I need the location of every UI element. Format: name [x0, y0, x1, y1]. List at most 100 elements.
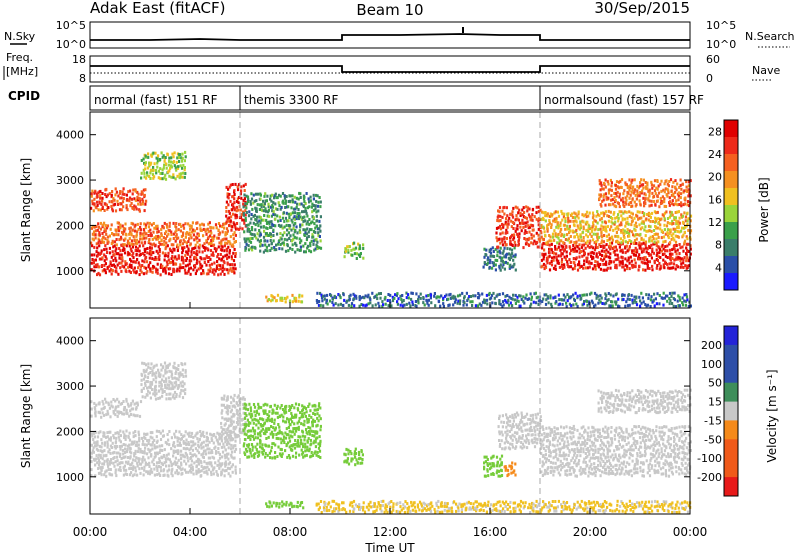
power-cell — [542, 241, 545, 245]
velocity-cell — [246, 429, 249, 433]
power-cell — [661, 253, 664, 256]
power-cell — [567, 216, 570, 220]
power-cell — [124, 237, 127, 241]
velocity-cell — [144, 395, 147, 399]
power-cell — [90, 194, 93, 198]
power-cell — [132, 235, 135, 239]
velocity-cell — [194, 434, 197, 438]
velocity-cell — [247, 443, 251, 447]
velocity-cell — [148, 461, 151, 465]
velocity-cell — [100, 438, 103, 442]
power-cell — [588, 245, 591, 249]
power-cell — [569, 235, 572, 238]
power-cell — [233, 222, 236, 226]
power-cell — [668, 262, 671, 266]
power-cell — [369, 301, 372, 305]
velocity-cell — [196, 431, 199, 435]
power-cell — [614, 302, 617, 306]
power-cell — [655, 186, 658, 190]
power-cell — [600, 183, 603, 187]
velocity-cell — [105, 453, 108, 457]
power-cell — [578, 251, 581, 255]
power-cell — [205, 239, 208, 243]
power-cell — [194, 246, 197, 250]
power-cell — [646, 258, 649, 262]
power-cell — [309, 228, 312, 232]
power-cell — [280, 296, 284, 300]
power-cell — [133, 270, 136, 274]
power-cell — [172, 262, 175, 266]
power-cell — [231, 263, 234, 267]
power-colorbar-cell — [724, 205, 738, 223]
power-cell — [523, 221, 526, 225]
power-cell — [93, 245, 96, 249]
power-cell — [499, 214, 502, 218]
power-cell — [648, 229, 651, 232]
velocity-cell — [145, 433, 148, 436]
power-cell — [611, 217, 614, 220]
velocity-cell — [102, 402, 105, 406]
power-cell — [516, 206, 519, 210]
power-cell — [611, 235, 614, 239]
power-cell — [503, 236, 506, 240]
velocity-cell — [173, 366, 177, 370]
velocity-cell — [164, 457, 167, 461]
power-cell — [498, 299, 501, 303]
power-cell — [602, 262, 605, 266]
power-cell — [619, 242, 622, 246]
power-cell — [131, 245, 134, 249]
power-cell — [601, 302, 604, 305]
power-cell — [447, 304, 450, 307]
velocity-cell — [196, 449, 199, 453]
power-cell — [450, 296, 453, 300]
power-cell — [264, 209, 268, 213]
velocity-cell — [201, 433, 204, 437]
velocity-cell — [179, 381, 182, 385]
power-cell — [280, 224, 283, 228]
power-cell — [255, 210, 258, 213]
power-cell — [166, 244, 169, 248]
power-cell — [656, 226, 659, 230]
power-cell — [677, 255, 680, 259]
velocity-cell — [227, 472, 230, 476]
power-cell — [95, 263, 98, 267]
power-cell — [662, 263, 665, 267]
power-cell — [244, 202, 247, 206]
power-cell — [513, 246, 516, 250]
velocity-cell — [177, 449, 180, 453]
power-cell — [233, 240, 236, 244]
power-cell — [632, 241, 635, 245]
power-cell — [506, 231, 509, 235]
power-cell — [168, 261, 171, 265]
power-cell — [668, 221, 671, 225]
velocity-cell — [158, 472, 161, 476]
power-cell — [668, 302, 671, 306]
power-cell — [258, 215, 261, 219]
power-cell — [503, 205, 506, 209]
velocity-cell — [220, 421, 223, 425]
power-cell — [527, 226, 530, 230]
power-cell — [644, 268, 647, 272]
power-cell — [642, 241, 645, 245]
power-cell — [251, 248, 254, 252]
power-cell — [522, 222, 525, 226]
power-cell — [674, 227, 677, 231]
velocity-cell — [175, 429, 178, 433]
power-cell — [225, 227, 229, 231]
power-cell — [565, 244, 568, 248]
power-cell — [182, 258, 185, 262]
velocity-cell — [100, 445, 103, 449]
power-cell — [176, 156, 179, 160]
power-cell — [638, 246, 641, 250]
power-cell — [298, 237, 301, 241]
velocity-cell — [94, 414, 97, 418]
power-cell — [540, 217, 543, 221]
power-cell — [166, 263, 169, 266]
power-cell — [291, 220, 294, 224]
power-cell — [208, 263, 211, 267]
velocity-cell — [149, 431, 152, 435]
power-cell — [149, 269, 152, 273]
power-cell — [123, 238, 126, 242]
power-cell — [651, 220, 655, 223]
